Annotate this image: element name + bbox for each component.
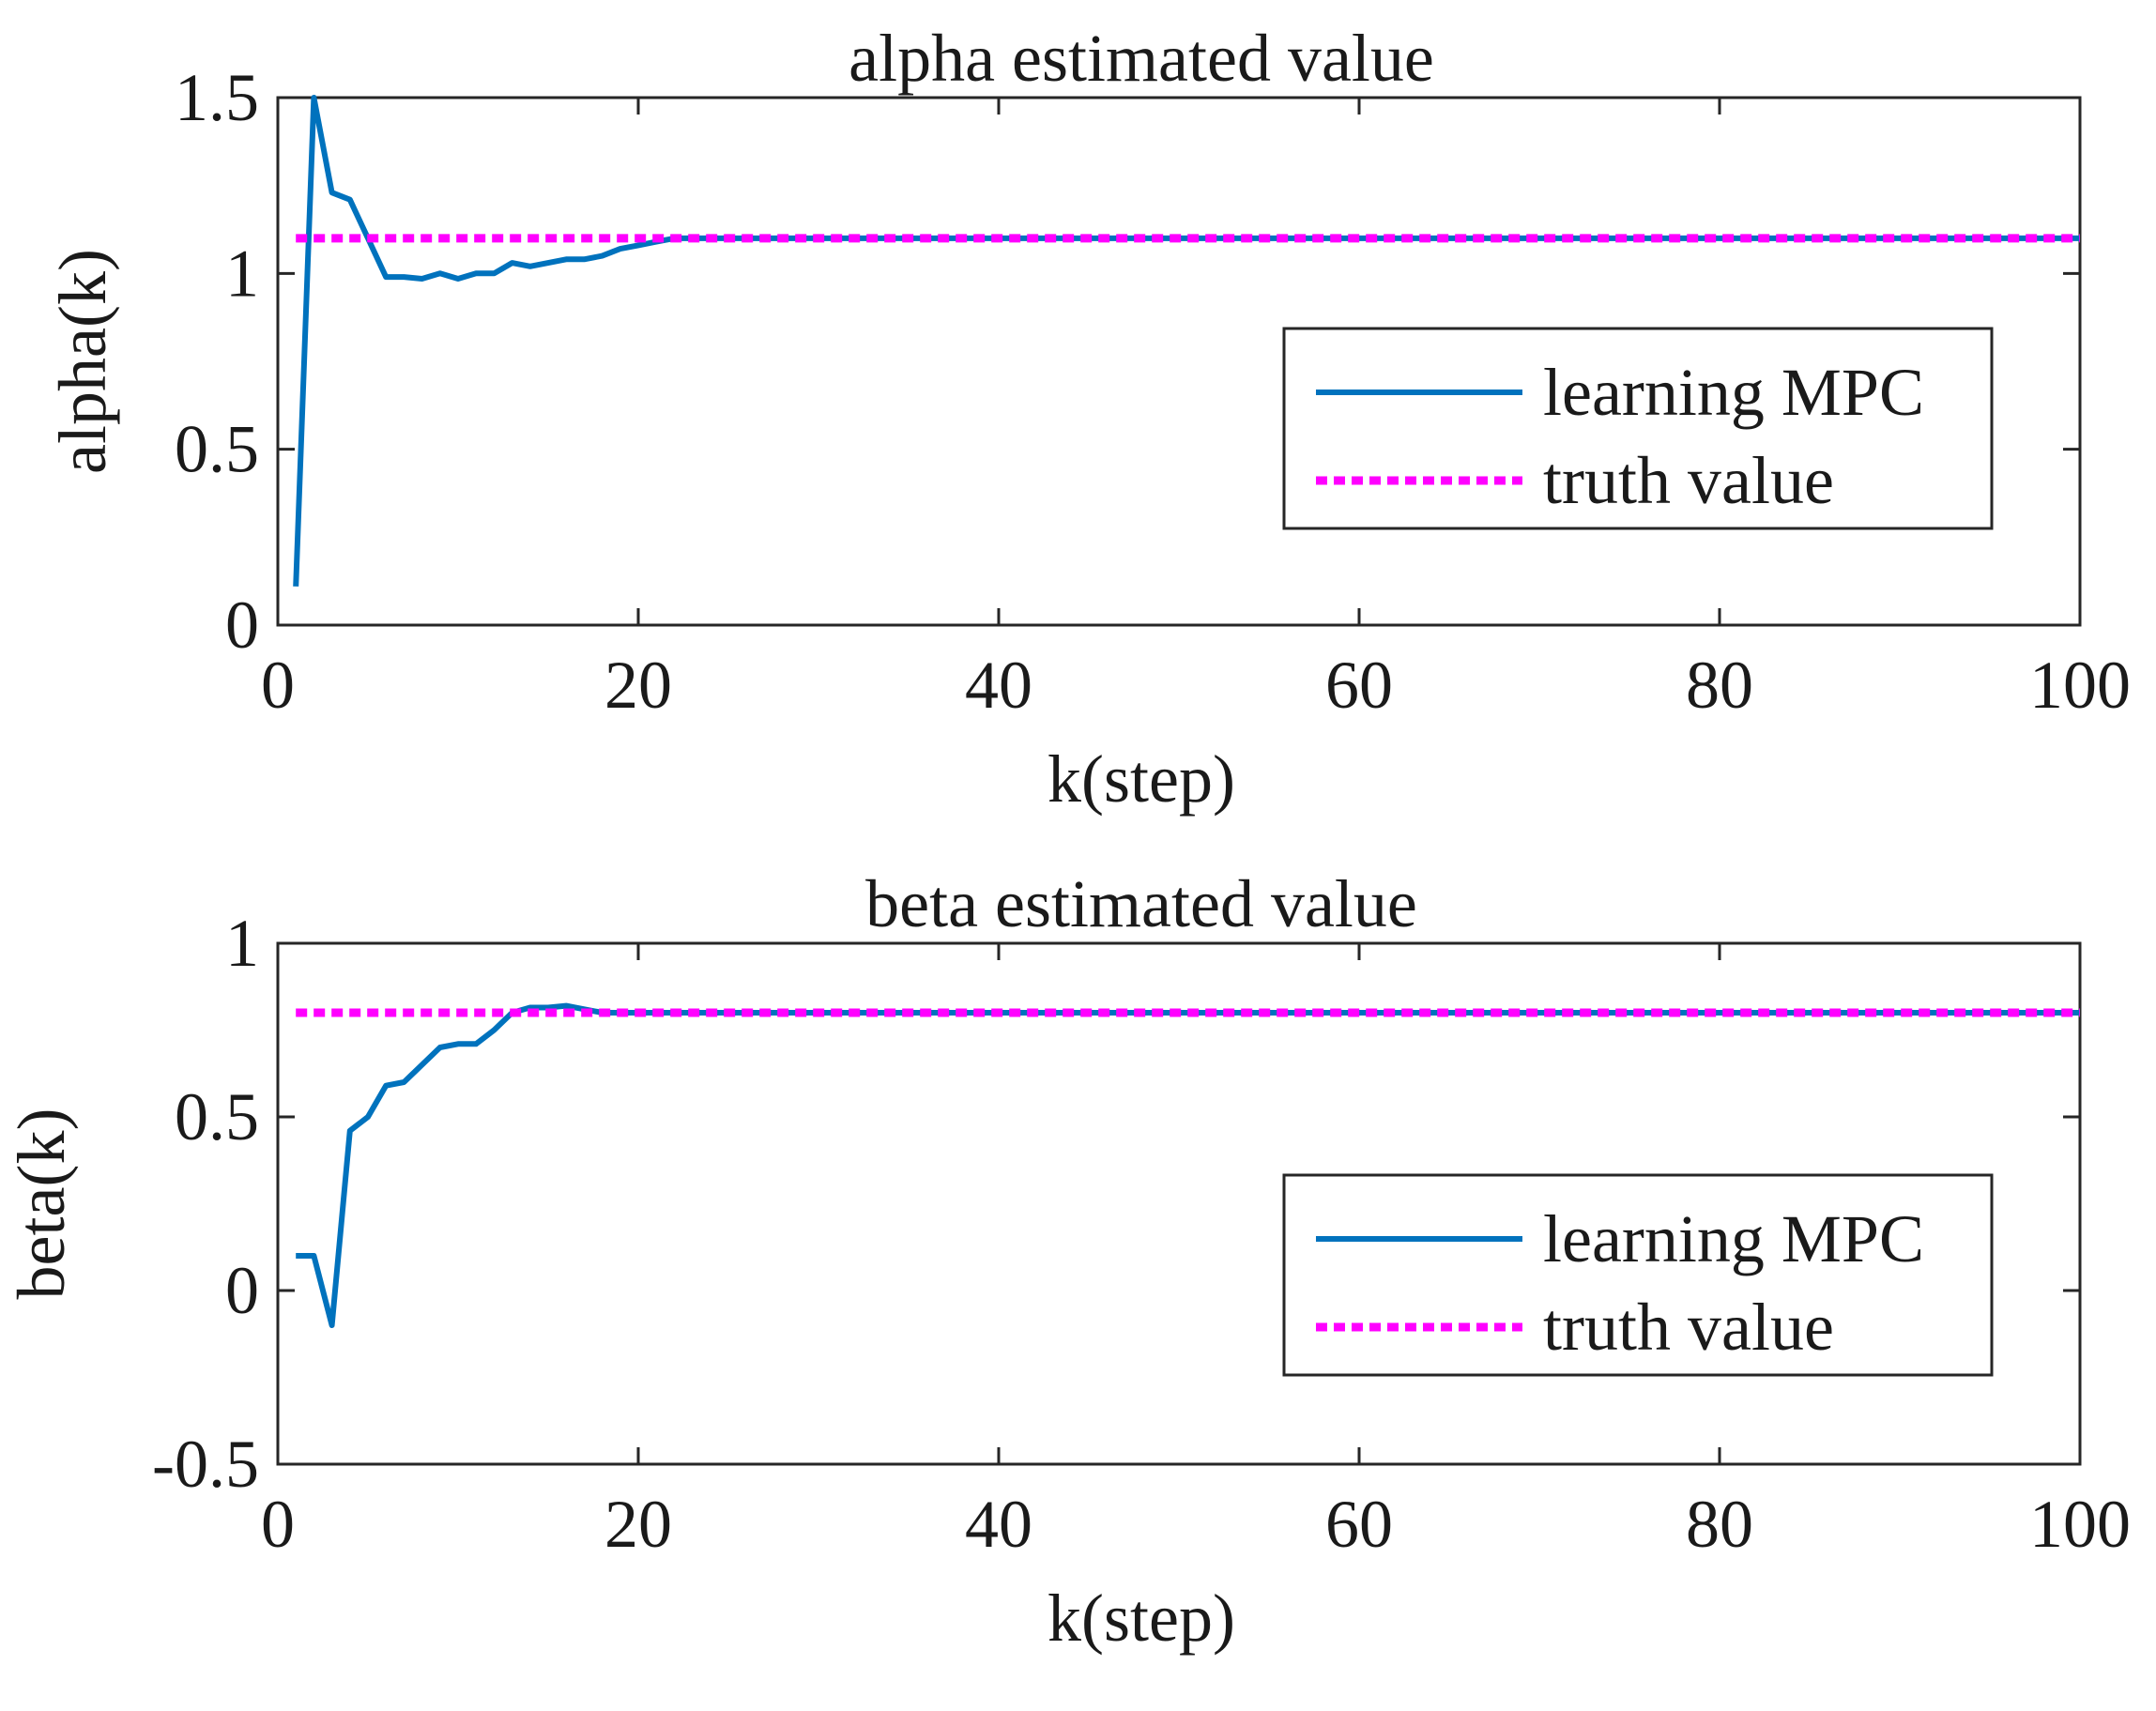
y-tick-label: 1 bbox=[225, 906, 259, 981]
legend: learning MPC truth value bbox=[1282, 1173, 1994, 1377]
y-axis-label: alpha(k) bbox=[45, 249, 120, 474]
y-tick-label: 1 bbox=[225, 236, 259, 311]
x-tick-label: 60 bbox=[1325, 648, 1393, 723]
y-tick-label: -0.5 bbox=[152, 1427, 259, 1502]
x-tick-label: 100 bbox=[2029, 1487, 2131, 1562]
legend-label: truth value bbox=[1543, 1290, 1834, 1365]
y-tick-label: 0.5 bbox=[175, 1079, 259, 1154]
subplot-1: 0 20 40 60 80 100 0 0.5 1 1.5 alpha estimated valu… bbox=[45, 21, 2131, 817]
series-line-learning-mpc bbox=[296, 1002, 2080, 1328]
x-axis-label: k(step) bbox=[1047, 1581, 1235, 1656]
y-tick-label: 0.5 bbox=[175, 412, 259, 487]
y-axis-label: beta(k) bbox=[4, 1108, 79, 1300]
x-tick-label: 0 bbox=[261, 1487, 295, 1562]
legend-label: learning MPC bbox=[1543, 355, 1924, 430]
x-tick-label: 40 bbox=[965, 648, 1032, 723]
x-tick-label: 40 bbox=[965, 1487, 1032, 1562]
x-tick-label: 60 bbox=[1325, 1487, 1393, 1562]
x-tick-label: 0 bbox=[261, 648, 295, 723]
legend-label: truth value bbox=[1543, 443, 1834, 518]
axes-box bbox=[276, 941, 2082, 1466]
y-tick-label: 0 bbox=[225, 588, 259, 663]
chart-title: beta estimated value bbox=[865, 866, 1417, 941]
legend-box bbox=[1282, 327, 1994, 530]
legend-box bbox=[1282, 1173, 1994, 1377]
y-tick-label: 0 bbox=[225, 1253, 259, 1328]
x-tick-label: 20 bbox=[604, 648, 672, 723]
x-tick-label: 20 bbox=[604, 1487, 672, 1562]
chart-title: alpha estimated value bbox=[849, 21, 1434, 96]
x-tick-label: 80 bbox=[1686, 1487, 1753, 1562]
x-axis-label: k(step) bbox=[1047, 741, 1235, 817]
x-tick-label: 80 bbox=[1686, 648, 1753, 723]
axes-box bbox=[276, 96, 2082, 627]
x-tick-label: 100 bbox=[2029, 648, 2131, 723]
y-tick-label: 1.5 bbox=[175, 60, 259, 135]
legend: learning MPC truth value bbox=[1282, 327, 1994, 530]
legend-label: learning MPC bbox=[1543, 1201, 1924, 1276]
